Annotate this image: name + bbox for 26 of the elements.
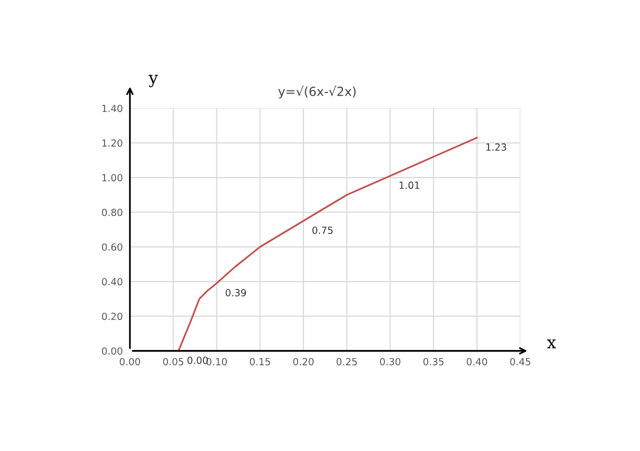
x-tick-label: 0.45	[510, 358, 530, 366]
y-tick-label: 0.00	[102, 347, 122, 355]
y-tick-label: 0.60	[102, 243, 122, 251]
y-tick-label: 1.00	[102, 174, 122, 182]
y-tick-label: 1.20	[102, 139, 122, 147]
x-tick-label: 0.20	[293, 358, 314, 366]
x-tick-label: 0.00	[120, 358, 140, 366]
x-tick-label: 0.40	[466, 358, 488, 366]
data-label: 0.39	[226, 289, 246, 296]
x-tick-label: 0.05	[163, 358, 184, 366]
y-tick-label: 0.80	[102, 208, 122, 216]
x-tick-label: 0.25	[336, 358, 357, 366]
y-tick-label: 0.40	[102, 278, 122, 286]
x-tick-label: 0.35	[423, 358, 444, 366]
x-tick-label: 0.10	[206, 358, 227, 366]
data-label: 1.23	[486, 143, 506, 151]
y-axis-title: y	[148, 74, 158, 88]
chart-title: y=√(6x-√2x)	[278, 86, 356, 99]
data-label: 1.01	[400, 182, 420, 189]
y-tick-label: 1.40	[102, 104, 122, 112]
line-series	[178, 136, 478, 351]
x-tick-label: 0.15	[250, 358, 270, 366]
x-tick-label: 0.30	[380, 358, 400, 366]
y-tick-label: 0.20	[102, 312, 122, 320]
data-label: 0.75	[312, 226, 333, 234]
x-axis-title: x	[547, 340, 556, 348]
